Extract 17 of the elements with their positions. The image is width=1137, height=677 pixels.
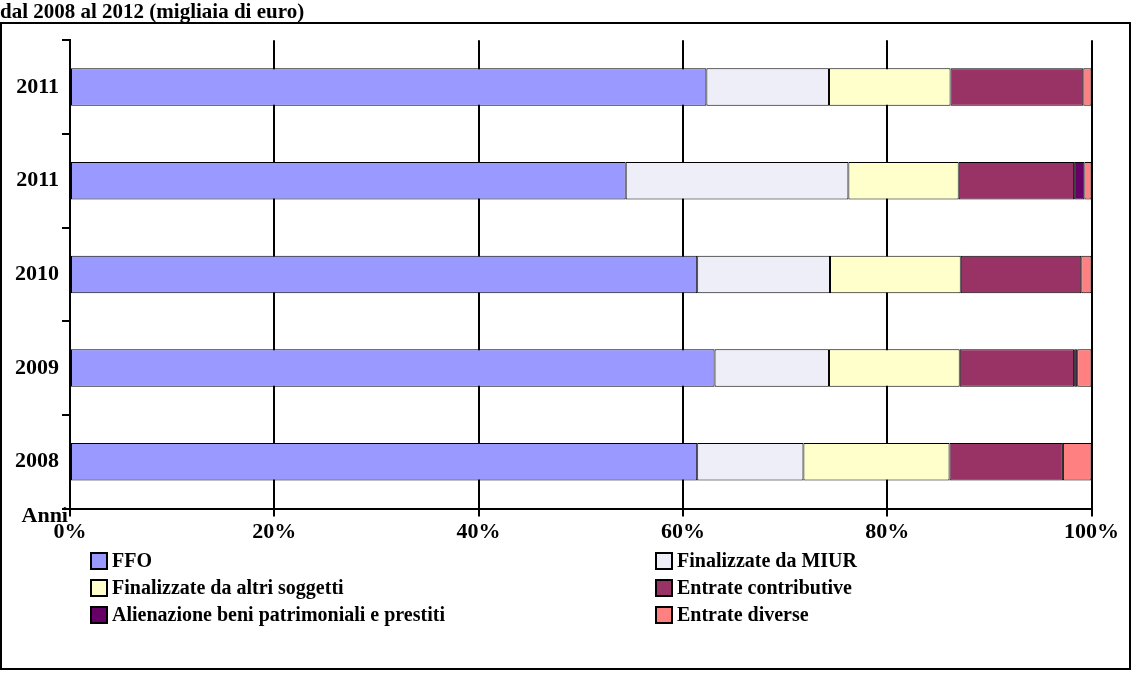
x-tick-label: 80% <box>865 518 910 544</box>
y-tick-label: 2011 <box>16 72 59 98</box>
legend-label: FFO <box>112 549 152 572</box>
y-tick-label: 2010 <box>15 260 59 286</box>
x-tick-label: 40% <box>456 518 501 544</box>
chart-title: dal 2008 al 2012 (migliaia di euro) <box>0 0 306 23</box>
legend-label: Entrate diverse <box>677 603 809 626</box>
y-tick-label: 2011 <box>16 166 59 192</box>
legend-label: Alienazione beni patrimoniali e prestiti <box>112 603 445 626</box>
legend-label: Finalizzate da MIUR <box>677 549 857 572</box>
legend-label: Finalizzate da altri soggetti <box>112 576 344 599</box>
x-tick-label: 100% <box>1064 518 1119 544</box>
y-tick-label: 2008 <box>15 447 59 473</box>
y-tick-label: 2009 <box>15 353 59 379</box>
legend-label: Entrate contributive <box>677 576 852 599</box>
x-tick-label: 20% <box>252 518 297 544</box>
x-tick-label: 60% <box>660 518 705 544</box>
